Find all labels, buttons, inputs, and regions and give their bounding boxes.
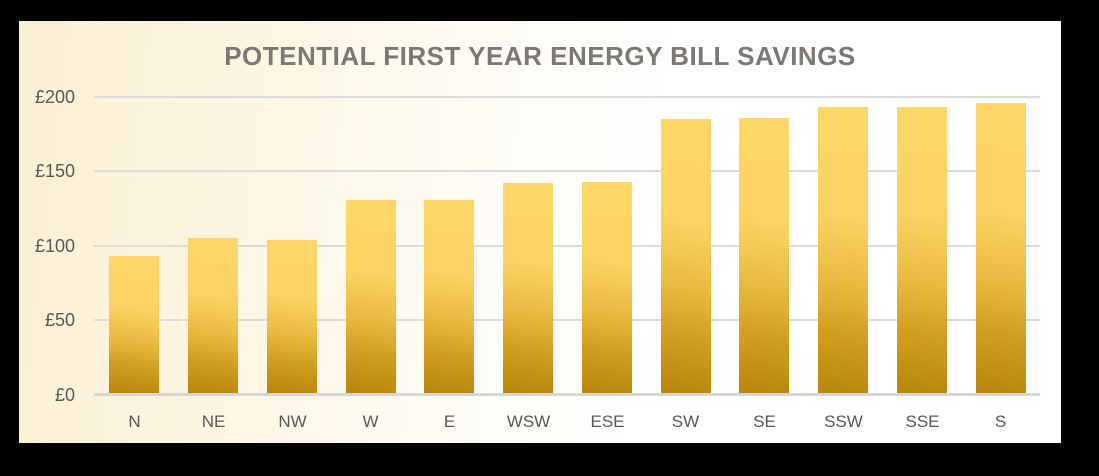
y-tick-label-150: £150 [34, 161, 75, 181]
bar-ESE [582, 182, 632, 393]
bar-W [346, 200, 396, 393]
x-tick-label-ESE: ESE [590, 412, 625, 431]
x-tick-label-W: W [362, 412, 379, 431]
bar-SSE [897, 107, 947, 393]
x-tick-label-N: N [128, 412, 141, 431]
x-tick-label-SW: SW [671, 412, 700, 431]
bar-N [109, 256, 159, 393]
x-tick-label-WSW: WSW [506, 412, 551, 431]
y-tick-label-100: £100 [34, 236, 75, 256]
y-tick-label-200: £200 [34, 87, 75, 107]
y-tick-label-50: £50 [44, 310, 75, 330]
bar-NW [267, 240, 317, 393]
x-tick-label-E: E [443, 412, 456, 431]
bar-NE [188, 238, 238, 393]
bar-S [976, 103, 1026, 393]
y-tick-label-0: £0 [54, 385, 75, 405]
gridline-50 [94, 319, 1040, 321]
x-tick-label-SSE: SSE [905, 412, 940, 431]
x-tick-label-NE: NE [201, 412, 226, 431]
plot-area: £0 £50 £100 £150 £200 N NE NW W E WSW ESE SW SE SSW SSE… [19, 21, 1061, 443]
bar-SW [661, 119, 711, 393]
x-tick-label-NW: NW [278, 412, 307, 431]
chart-title: POTENTIAL FIRST YEAR ENERGY BILL SAVINGS [224, 41, 856, 71]
chart-card: POTENTIAL FIRST YEAR ENERGY BILL SAVINGS… [19, 21, 1061, 443]
gridline-200 [94, 96, 1040, 98]
x-tick-label-S: S [994, 412, 1007, 431]
gridline-150 [94, 170, 1040, 172]
x-axis-baseline [94, 393, 1040, 396]
bar-WSW [503, 183, 553, 393]
x-tick-label-SE: SE [753, 412, 776, 431]
bar-SSW [818, 107, 868, 393]
gridline-100 [94, 245, 1040, 247]
bar-SE [739, 118, 789, 393]
x-tick-label-SSW: SSW [824, 412, 863, 431]
bar-E [424, 200, 474, 393]
